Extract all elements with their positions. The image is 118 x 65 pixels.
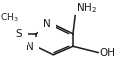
Text: OH: OH: [99, 48, 115, 58]
Text: $\mathsf{CH_3}$: $\mathsf{CH_3}$: [0, 11, 19, 24]
Text: N: N: [43, 19, 51, 29]
Text: S: S: [15, 29, 22, 39]
Text: N: N: [26, 42, 34, 52]
Text: $\mathsf{NH_2}$: $\mathsf{NH_2}$: [76, 1, 98, 15]
